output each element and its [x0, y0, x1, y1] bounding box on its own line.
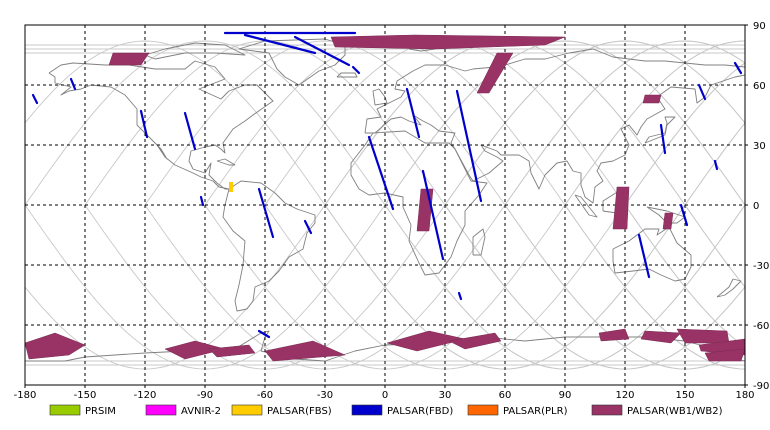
- wb-swath: [24, 332, 86, 360]
- new-guinea-coast: [646, 206, 686, 224]
- fbd-strip: [367, 135, 395, 211]
- cuba-coast: [216, 158, 236, 166]
- fbd-strip: [351, 65, 361, 75]
- wb-swath: [108, 52, 150, 66]
- fbd-strip: [421, 169, 445, 261]
- fbd-strip: [713, 159, 719, 171]
- axis-ticks: -180 -150 -120 -90 -60 -30 0 30 60 90 120 150 180 90 6…: [14, 21, 770, 401]
- orbit-track: [444, 204, 745, 370]
- wb-swath: [642, 94, 662, 104]
- observation-swaths: [24, 31, 746, 362]
- legend-label: PALSAR(FBS): [267, 406, 332, 417]
- y-tick-label: 60: [753, 81, 766, 92]
- x-tick-label: -150: [74, 390, 97, 401]
- fbd-strip: [199, 195, 205, 207]
- y-tick-label: 90: [753, 21, 766, 32]
- y-tick-label: 0: [753, 201, 759, 212]
- x-tick-label: 120: [615, 390, 634, 401]
- fbd-strip: [257, 329, 271, 339]
- fbd-strip: [257, 187, 275, 239]
- y-tick-label: -90: [753, 381, 769, 392]
- wb-swath: [330, 34, 566, 50]
- fbd-strip: [405, 87, 421, 139]
- x-tick-label: 150: [675, 390, 694, 401]
- orbit-track: [504, 204, 745, 370]
- fbd-strip: [659, 123, 667, 155]
- x-tick-label: 90: [559, 390, 572, 401]
- legend-label: PALSAR(WB1/WB2): [627, 406, 723, 417]
- x-tick-label: 30: [439, 390, 452, 401]
- canadian-arctic-islands: [144, 42, 246, 60]
- x-tick-label: -30: [317, 390, 333, 401]
- fbd-strip: [303, 219, 313, 235]
- fbd-strip: [183, 111, 197, 151]
- legend-label: PALSAR(PLR): [503, 406, 568, 417]
- fbd-strip: [637, 233, 651, 279]
- greenland-coast: [238, 38, 346, 86]
- legend-label: PRSIM: [85, 406, 116, 417]
- wb-swath: [208, 344, 256, 358]
- wb-swath: [476, 52, 514, 94]
- fbd-strip: [455, 89, 483, 203]
- fbd-strip: [679, 203, 689, 227]
- legend-swatch: [231, 404, 263, 416]
- legend-label: PALSAR(FBD): [387, 406, 453, 417]
- south-america-coast: [222, 180, 316, 312]
- wb-swath: [662, 212, 674, 230]
- fbd-strip: [31, 93, 39, 105]
- y-tick-label: -60: [753, 321, 769, 332]
- y-tick-label: -30: [753, 261, 769, 272]
- legend-swatch: [591, 404, 623, 416]
- legend-swatch: [467, 404, 499, 416]
- graticule: [25, 25, 745, 385]
- fbd-strip: [139, 109, 149, 139]
- north-america-coast: [48, 60, 274, 190]
- x-tick-label: 180: [735, 390, 754, 401]
- x-tick-label: -90: [197, 390, 213, 401]
- fbd-strip: [243, 33, 317, 55]
- legend-swatch: [145, 404, 177, 416]
- iceland-coast: [336, 72, 358, 78]
- new-zealand-coast: [716, 278, 742, 298]
- legend: PRSIM AVNIR-2 PALSAR(FBS) PALSAR(FBD) PALSAR…: [49, 404, 723, 417]
- fbd-strip: [69, 77, 77, 91]
- x-tick-label: -120: [134, 390, 157, 401]
- x-tick-label: -180: [14, 390, 37, 401]
- fbs-footprint: [229, 182, 233, 192]
- europe-asia-coast: [364, 48, 746, 204]
- australia-coast: [612, 226, 692, 282]
- wb-swath: [704, 348, 746, 362]
- fbd-strip: [293, 35, 351, 67]
- x-tick-label: 60: [499, 390, 512, 401]
- legend-swatch: [49, 404, 81, 416]
- legend-swatch: [351, 404, 383, 416]
- madagascar-coast: [472, 228, 486, 256]
- fbd-strip: [457, 291, 463, 301]
- wb-swath: [448, 332, 502, 350]
- wb-swath: [598, 328, 630, 342]
- legend-label: AVNIR-2: [181, 406, 221, 417]
- x-tick-label: 0: [382, 390, 388, 401]
- orbit-track: [564, 204, 745, 370]
- x-tick-label: -60: [257, 390, 273, 401]
- africa-coast: [350, 130, 488, 276]
- wb-swath: [676, 328, 730, 344]
- wb-swath: [264, 340, 346, 362]
- wb-swath: [640, 330, 682, 344]
- y-tick-label: 30: [753, 141, 766, 152]
- wb-swath: [612, 186, 630, 230]
- sumatra-coast: [574, 194, 598, 218]
- orbit-track: [384, 204, 745, 370]
- fbd-strip: [697, 83, 707, 101]
- fbd-strip: [733, 61, 743, 75]
